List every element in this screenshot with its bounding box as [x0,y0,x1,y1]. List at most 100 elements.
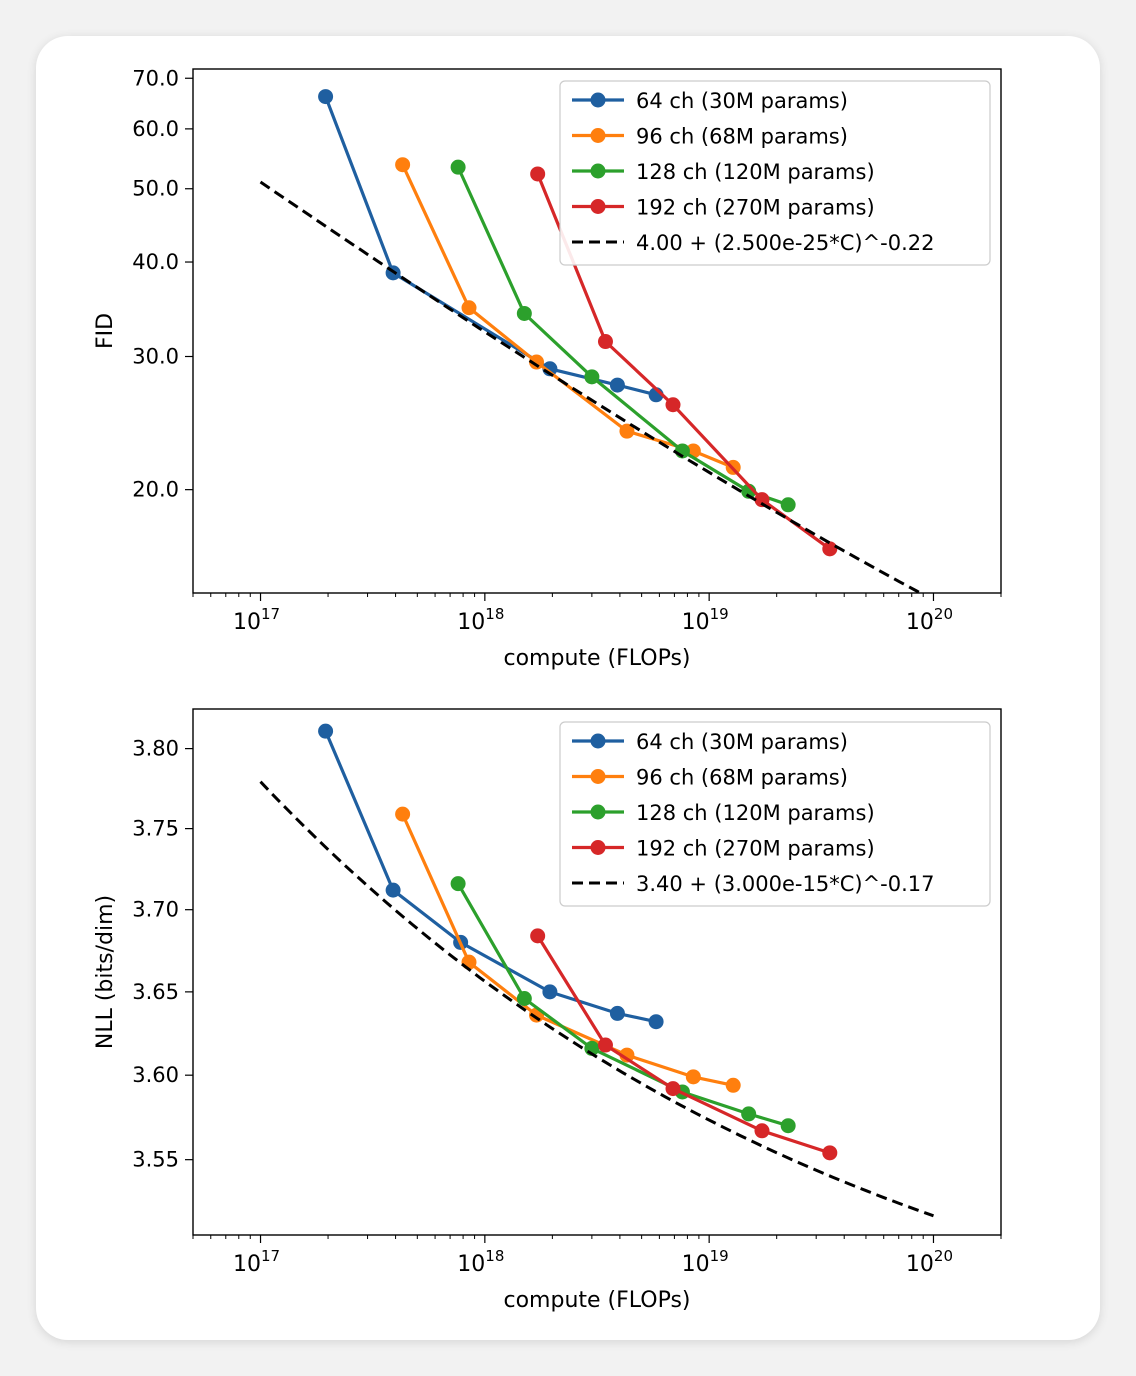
y-tick-label: 3.55 [132,1148,179,1172]
y-tick-label: 50.0 [132,177,179,201]
y-tick-label: 60.0 [132,117,179,141]
plot-area [259,89,924,593]
x-tick-exponent: 19 [710,605,729,623]
x-tick-label: 1019 [682,1247,729,1277]
x-tick-label: 1017 [233,605,280,635]
fit-curve [259,780,935,1218]
data-point-128ch [516,990,532,1006]
x-tick-exponent: 18 [485,605,504,623]
legend-label: 192 ch (270M params) [636,837,875,861]
legend-label: 3.40 + (3.000e-15*C)^-0.17 [636,872,935,896]
legend-label: 128 ch (120M params) [636,801,875,825]
x-tick-label: 1019 [682,605,729,635]
x-tick-base: 10 [457,610,485,635]
legend-marker [590,199,606,214]
data-point-96ch [461,954,477,970]
data-point-96ch [529,354,545,370]
x-tick-base: 10 [682,1252,710,1277]
x-tick-exponent: 20 [934,1247,953,1265]
legend-label: 64 ch (30M params) [636,730,848,754]
chart-panel-2: 1017 1018 1019 10203.553.603.653.703.753.80… [93,708,1002,1313]
x-tick-label: 1018 [457,1247,504,1277]
data-point-96ch [619,1047,635,1063]
data-point-64ch [385,882,401,898]
data-point-192ch [754,1123,770,1139]
data-point-128ch [516,305,532,321]
x-tick-exponent: 17 [261,605,280,623]
x-tick-label: 1018 [457,605,504,635]
data-point-64ch [609,1005,625,1021]
y-tick-label: 3.65 [132,980,179,1004]
data-point-96ch [395,806,411,822]
x-axis-label: compute (FLOPs) [504,646,691,671]
x-tick-base: 10 [906,610,934,635]
legend-marker [590,840,606,855]
data-point-192ch [597,334,613,350]
legend: 64 ch (30M params) 96 ch (68M params) 128 … [559,80,991,266]
y-tick-label: 40.0 [132,250,179,274]
y-tick-label: 20.0 [132,478,179,502]
data-point-96ch [725,1077,741,1093]
data-point-64ch [318,723,334,739]
legend-marker [590,804,606,820]
x-tick-base: 10 [457,1252,485,1277]
data-point-192ch [754,492,770,508]
y-tick-label: 3.60 [132,1063,179,1087]
chart-panel-1: 1017 1018 1019 102020.030.040.050.060.070.0… [93,66,1002,671]
data-point-192ch [822,541,838,557]
fit-curve [259,180,924,593]
legend-label: 192 ch (270M params) [636,196,875,220]
x-tick-label: 1017 [233,1247,280,1277]
data-point-96ch [461,300,477,316]
legend-marker [590,769,606,784]
x-tick-base: 10 [233,610,261,635]
data-point-96ch [619,423,635,439]
x-tick-exponent: 19 [710,1247,729,1265]
y-axis-label: NLL (bits/dim) [93,895,118,1049]
x-tick-base: 10 [682,610,710,635]
x-tick-label: 1020 [906,1247,953,1277]
figure-card: 1017 1018 1019 1020 20.0 30.0 40.0 50.0 60.0 70.0… [36,36,1100,1340]
data-point-128ch [450,159,466,175]
data-point-192ch [597,1037,613,1053]
data-point-64ch [318,89,334,105]
data-point-192ch [530,928,546,944]
y-tick-label: 3.70 [132,898,179,922]
plot-area [259,723,935,1218]
data-point-96ch [685,1069,701,1085]
legend-label: 64 ch (30M params) [636,89,848,113]
data-point-128ch [741,1106,757,1122]
data-point-64ch [648,1014,664,1030]
x-tick-base: 10 [233,1252,261,1277]
x-tick-base: 10 [906,1252,934,1277]
legend-marker [590,163,606,179]
plot-frame [192,708,1002,1236]
legend-label: 128 ch (120M params) [636,160,875,184]
data-point-128ch [780,497,796,513]
data-point-64ch [609,377,625,393]
legend-marker [590,733,606,749]
y-tick-label: 3.75 [132,817,179,841]
y-axis-label: FID [93,313,118,349]
x-tick-exponent: 18 [485,1247,504,1265]
data-point-192ch [665,397,681,413]
x-tick-exponent: 20 [934,605,953,623]
figure-canvas: 1017 1018 1019 102020.030.040.050.060.070.0… [93,66,1002,1313]
legend-marker [590,128,606,143]
legend-box [559,80,991,266]
data-point-128ch [450,876,466,892]
legend-label: 96 ch (68M params) [636,125,848,149]
legend-marker [590,92,606,108]
x-axis-label: compute (FLOPs) [504,1288,691,1313]
y-tick-label: 3.80 [132,737,179,761]
x-tick-label: 1020 [906,605,953,635]
data-point-96ch [395,157,411,173]
legend-label: 96 ch (68M params) [636,766,848,790]
legend: 64 ch (30M params) 96 ch (68M params) 128 … [559,721,991,907]
plot-frame [192,68,1002,594]
y-tick-label: 30.0 [132,344,179,368]
x-tick-exponent: 17 [261,1247,280,1265]
legend-label: 4.00 + (2.500e-25*C)^-0.22 [636,231,935,255]
data-point-64ch [542,984,558,1000]
data-point-128ch [584,369,600,385]
